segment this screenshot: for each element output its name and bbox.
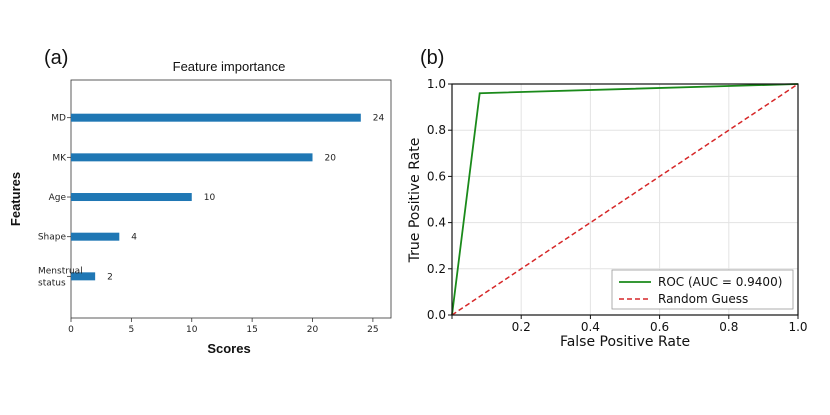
x-tick-label: 10 xyxy=(186,325,198,335)
bar-value-label: 20 xyxy=(325,153,337,163)
category-label: Age xyxy=(49,193,67,203)
y-tick-label: 0.0 xyxy=(427,308,446,322)
roc-curve-line xyxy=(451,83,799,316)
x-tick-label: 15 xyxy=(246,325,257,335)
y-tick-label: 1.0 xyxy=(427,77,446,91)
chart-a-x-ticks: 0 5 10 15 20 25 xyxy=(68,318,379,335)
bar-md xyxy=(71,113,361,122)
x-tick-label: 25 xyxy=(367,325,378,335)
chart-a-bars: 24 20 10 4 2 xyxy=(71,113,385,282)
y-tick-label: 0.8 xyxy=(427,123,446,137)
legend-entry: ROC (AUC = 0.9400) xyxy=(658,275,782,289)
chart-a-category-labels: MD MK Age Shape Menstrual status xyxy=(38,114,83,289)
random-guess-line xyxy=(451,83,799,316)
x-tick-label: 0.2 xyxy=(512,320,531,334)
legend-box xyxy=(611,269,794,310)
bar-value-label: 24 xyxy=(373,114,385,124)
bar-mk xyxy=(71,153,313,162)
y-tick-label: 0.6 xyxy=(427,169,446,183)
category-label: Menstrual status xyxy=(38,266,83,288)
legend-entry: Random Guess xyxy=(658,292,748,306)
x-tick-label: 0.4 xyxy=(581,320,600,334)
chart-a-title: Feature importance xyxy=(173,59,286,74)
chart-b-legend: ROC (AUC = 0.9400) Random Guess xyxy=(611,269,794,310)
x-tick-label: 0.8 xyxy=(719,320,738,334)
panel-b-tag: (b) xyxy=(420,47,444,69)
bar-value-label: 4 xyxy=(131,233,137,243)
category-label: Shape xyxy=(38,233,67,243)
y-tick-label: 0.4 xyxy=(427,216,446,230)
x-tick-label: 20 xyxy=(307,325,319,335)
x-tick-label: 0.6 xyxy=(650,320,669,334)
chart-b-y-ticks: 0.0 0.2 0.4 0.6 0.8 1.0 xyxy=(427,77,452,322)
x-tick-label: 1.0 xyxy=(788,320,807,334)
bar-age xyxy=(71,193,192,202)
chart-b-x-ticks: 0.2 0.4 0.6 0.8 1.0 xyxy=(451,315,808,334)
bar-value-label: 2 xyxy=(107,272,113,282)
bar-value-label: 10 xyxy=(204,193,216,203)
category-label: MK xyxy=(52,153,67,163)
chart-b-frame xyxy=(451,83,799,316)
x-tick-label: 0 xyxy=(68,325,74,335)
chart-a-y-label: Features xyxy=(8,172,23,226)
y-tick-label: 0.2 xyxy=(427,262,446,276)
x-tick-label: 5 xyxy=(129,325,135,335)
chart-a-x-label: Scores xyxy=(207,341,250,356)
panel-a: (a) Feature importance 24 20 10 4 2 MD MK Age S… xyxy=(8,47,392,356)
chart-b-lines xyxy=(451,83,799,316)
bar-shape xyxy=(71,232,120,241)
panel-b: (b) 0.2 0.4 0.6 0.8 1.0 0.0 0.2 0.4 0.6 0.8 1.0 F… xyxy=(407,47,808,350)
category-label: MD xyxy=(51,114,66,124)
chart-b-y-label: True Positive Rate xyxy=(407,138,423,264)
panel-a-tag: (a) xyxy=(44,47,68,69)
bar-menstrual-status xyxy=(71,272,96,281)
chart-b-x-label: False Positive Rate xyxy=(560,334,690,350)
